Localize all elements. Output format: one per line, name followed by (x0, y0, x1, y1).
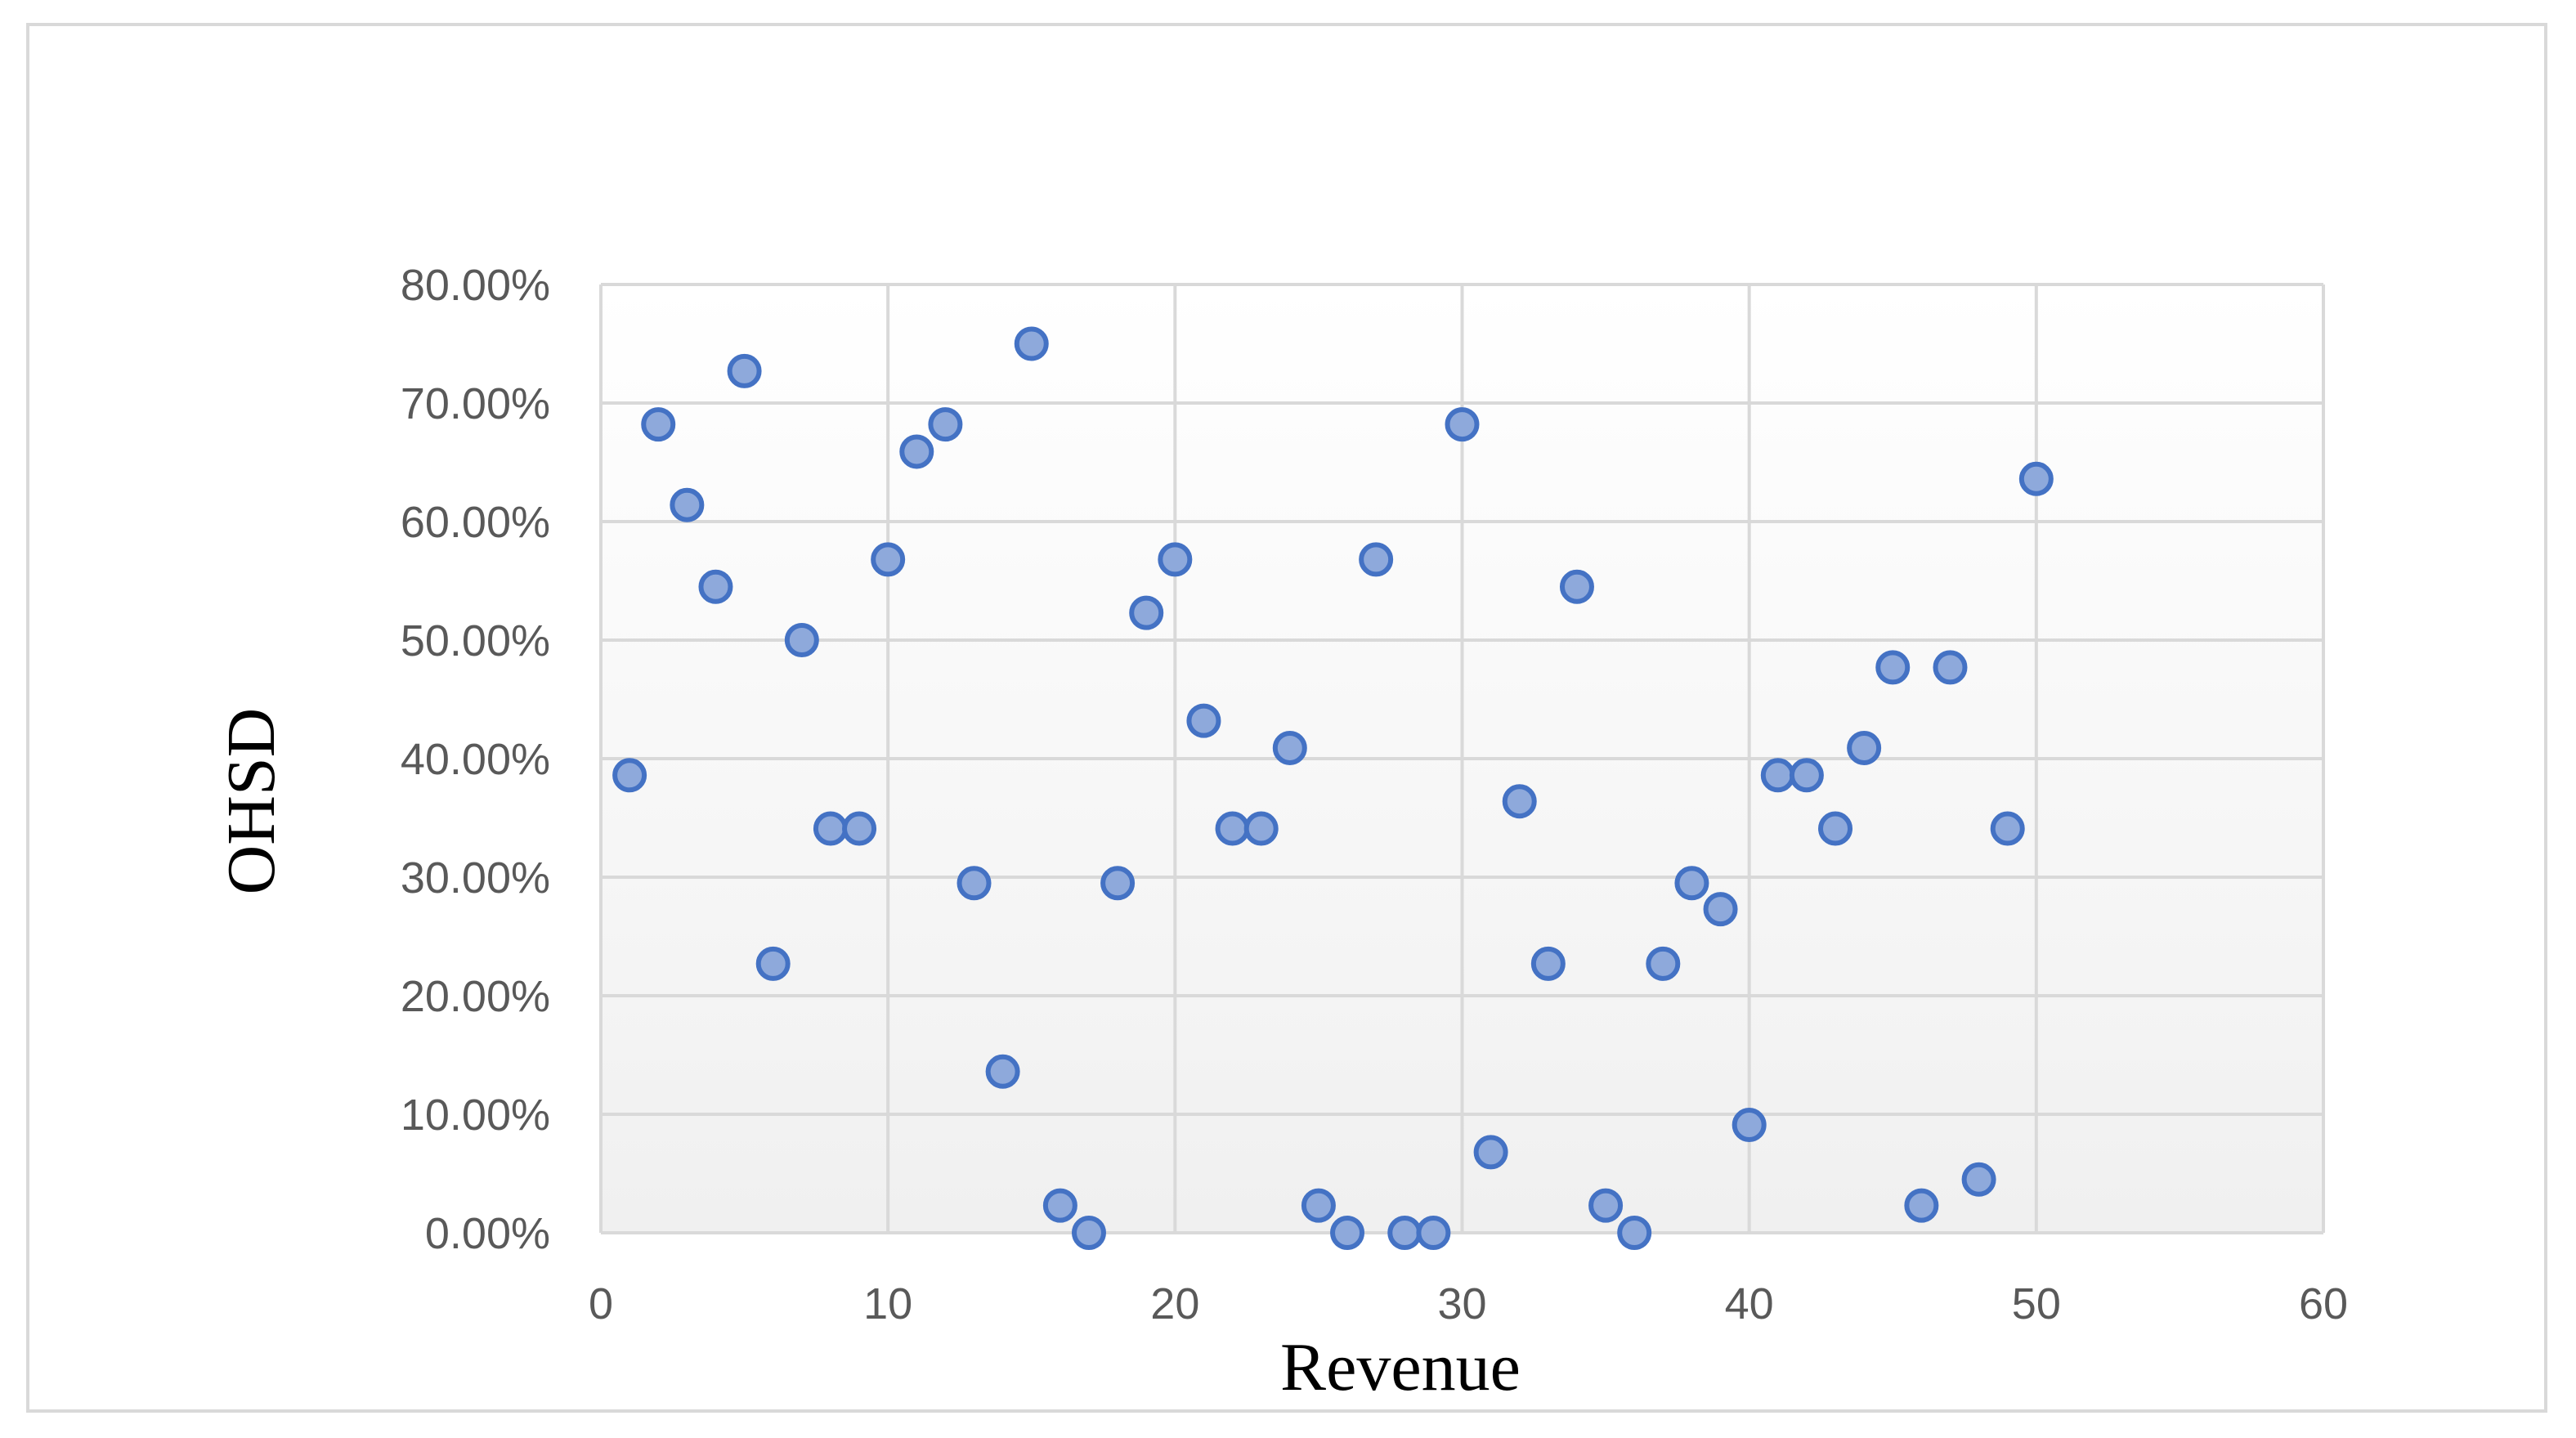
data-point (1473, 1135, 1508, 1170)
data-point (1359, 542, 1394, 577)
data-point (1904, 1188, 1939, 1223)
data-point (1559, 569, 1594, 604)
y-tick-label: 0.00% (425, 1209, 550, 1258)
tick-labels: 0.00% 10.00% 20.00% 30.00% 40.00% 50.00% 60.00… (401, 261, 2348, 1328)
data-point (1674, 866, 1709, 901)
data-point (1502, 784, 1537, 819)
data-point (1301, 1188, 1336, 1223)
y-tick-label: 60.00% (401, 498, 550, 547)
data-point (842, 811, 877, 846)
x-tick-label: 60 (2299, 1279, 2348, 1328)
data-point (727, 353, 762, 388)
data-point (1588, 1188, 1624, 1223)
data-point (641, 407, 676, 442)
data-point (899, 434, 934, 469)
data-point (612, 758, 647, 793)
x-tick-label: 40 (1725, 1279, 1774, 1328)
data-point (928, 407, 963, 442)
data-point (1014, 326, 1049, 361)
data-point (1387, 1216, 1422, 1250)
data-point (1646, 946, 1681, 981)
data-point (698, 569, 733, 604)
y-axis-title: OHSD (213, 708, 289, 895)
y-tick-label: 70.00% (401, 379, 550, 428)
data-point (1789, 758, 1824, 793)
y-tick-label: 50.00% (401, 616, 550, 665)
data-point (1071, 1216, 1106, 1250)
data-point (1330, 1216, 1365, 1250)
grid-lines (599, 283, 2325, 1234)
data-point (1703, 892, 1738, 927)
data-point (1990, 811, 2025, 846)
data-points (612, 326, 2054, 1250)
data-point (1129, 595, 1164, 630)
data-point (755, 946, 791, 981)
data-point (1760, 758, 1795, 793)
data-point (1243, 811, 1279, 846)
data-point (1530, 946, 1566, 981)
data-point (1732, 1108, 1767, 1143)
x-tick-label: 10 (863, 1279, 912, 1328)
data-point (1961, 1162, 1996, 1197)
y-tick-label: 20.00% (401, 972, 550, 1021)
x-axis-title: Revenue (1280, 1329, 1521, 1405)
data-point (1272, 730, 1307, 765)
data-point (985, 1054, 1020, 1089)
data-point (871, 542, 906, 577)
x-tick-label: 30 (1437, 1279, 1486, 1328)
y-tick-label: 80.00% (401, 261, 550, 310)
x-tick-label: 0 (589, 1279, 613, 1328)
data-point (1875, 650, 1911, 685)
y-tick-label: 40.00% (401, 735, 550, 784)
data-point (1818, 811, 1853, 846)
data-point (1445, 407, 1480, 442)
x-tick-label: 20 (1150, 1279, 1199, 1328)
data-point (1186, 703, 1221, 738)
data-point (1100, 866, 1136, 901)
data-point (1847, 730, 1882, 765)
data-point (2018, 461, 2054, 496)
data-point (813, 811, 848, 846)
y-tick-label: 30.00% (401, 853, 550, 903)
data-point (784, 623, 819, 657)
data-point (1416, 1216, 1451, 1250)
data-point (956, 866, 992, 901)
data-point (1933, 650, 1968, 685)
x-tick-label: 50 (2012, 1279, 2061, 1328)
y-tick-label: 10.00% (401, 1091, 550, 1140)
data-point (670, 487, 705, 522)
data-point (1617, 1216, 1652, 1250)
data-point (1215, 811, 1250, 846)
data-point (1158, 542, 1193, 577)
data-point (1042, 1188, 1077, 1223)
